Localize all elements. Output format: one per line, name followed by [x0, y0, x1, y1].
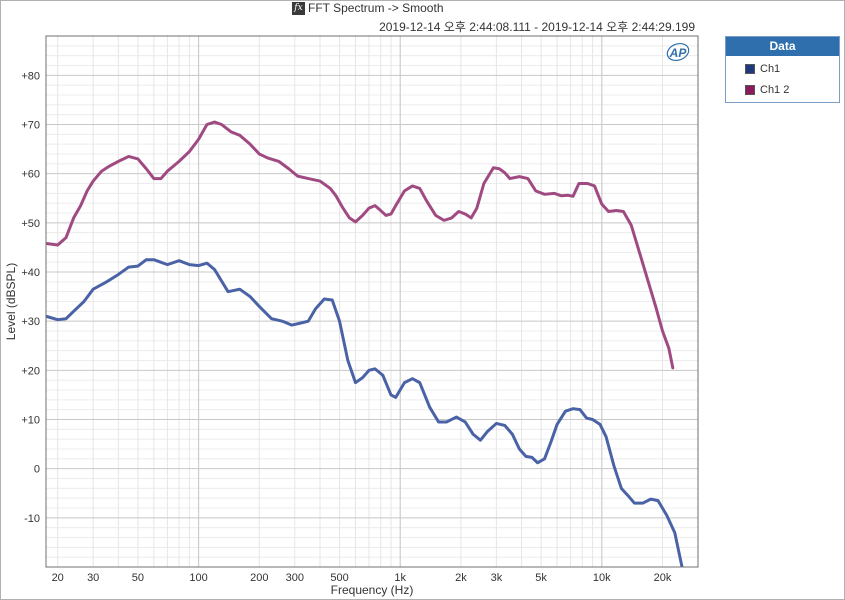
x-tick-label: 30 [87, 572, 99, 584]
x-tick-label: 3k [491, 572, 503, 584]
x-tick-label: 20 [52, 572, 64, 584]
series-line-ch1[interactable] [46, 258, 684, 567]
x-tick-label: 2k [455, 572, 467, 584]
x-tick-label: 200 [250, 572, 268, 584]
legend-panel: Data Ch1 Ch1 2 [725, 36, 840, 103]
y-tick-label: +60 [21, 169, 40, 181]
svg-text:AP: AP [669, 46, 688, 60]
y-axis-label: Level (dBSPL) [4, 263, 18, 340]
x-tick-label: 50 [132, 572, 144, 584]
legend-swatch [745, 64, 755, 74]
legend-header: Data [726, 37, 839, 56]
y-tick-label: +10 [21, 415, 40, 427]
x-tick-label: 500 [330, 572, 348, 584]
chart-title: FFT Spectrum -> Smooth [308, 1, 444, 15]
legend-item-ch1-2[interactable]: Ch1 2 [745, 84, 789, 96]
x-tick-label: 300 [286, 572, 304, 584]
legend-swatch [745, 85, 755, 95]
series-layer [46, 120, 684, 567]
y-tick-label: +40 [21, 267, 40, 279]
y-tick-label: 0 [34, 464, 40, 476]
title-row: fx FFT Spectrum -> Smooth [292, 0, 444, 16]
legend-label: Ch1 2 [760, 84, 790, 96]
chart-subtitle: 2019-12-14 오후 2:44:08.111 - 2019-12-14 오… [379, 20, 695, 34]
fx-icon[interactable]: fx [292, 1, 305, 15]
y-tick-labels: +80 +70 +60 +50 +40 +30 +20 +10 0 -10 [21, 70, 40, 524]
x-tick-label: 20k [654, 572, 672, 584]
series-line-ch1-2[interactable] [46, 120, 675, 370]
y-tick-label: +20 [21, 365, 40, 377]
y-tick-label: -10 [24, 513, 40, 525]
x-axis-label: Frequency (Hz) [331, 583, 414, 597]
legend-label: Ch1 [760, 63, 781, 75]
y-tick-label: +30 [21, 316, 40, 328]
x-tick-label: 5k [535, 572, 547, 584]
y-tick-label: +80 [21, 70, 40, 82]
x-tick-label: 100 [189, 572, 207, 584]
plot-border [45, 35, 699, 568]
grid [46, 36, 699, 567]
x-tick-label: 10k [593, 572, 611, 584]
y-tick-label: +70 [21, 120, 40, 132]
legend-item-ch1[interactable]: Ch1 [745, 63, 780, 75]
y-tick-label: +50 [21, 218, 40, 230]
x-tick-labels: 20 30 50 100 200 300 500 1k 2k 3k 5k 10k 20k [52, 572, 672, 584]
x-tick-label: 1k [394, 572, 406, 584]
ap-logo: AP [666, 42, 690, 62]
